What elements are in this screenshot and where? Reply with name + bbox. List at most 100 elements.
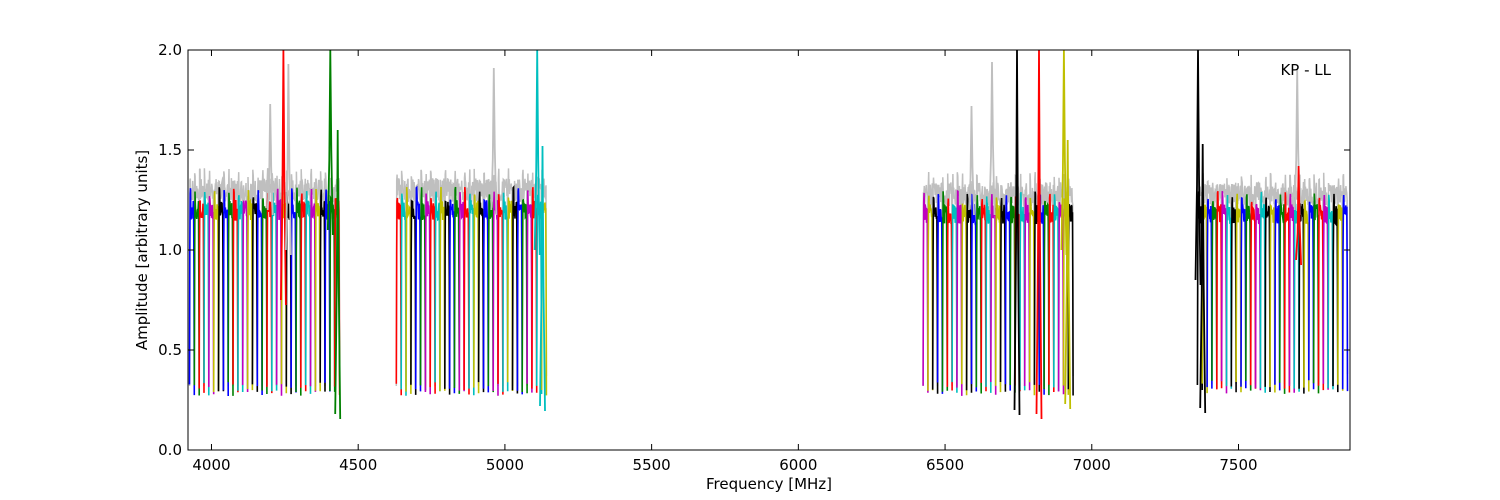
x-tick-label: 4000 [192,456,230,474]
channel-trace [1245,194,1252,391]
channel-trace [251,197,259,392]
channel-trace [1278,194,1286,394]
spike-trace [968,105,975,216]
y-tick-label: 2.0 [158,41,182,59]
channel-trace [506,197,514,392]
channel-trace [956,189,963,396]
channel-trace [472,194,480,394]
channel-trace [217,187,225,392]
series-layer [188,49,1349,420]
x-tick-label: 5000 [486,456,524,474]
channel-trace [256,190,263,396]
channel-trace [295,187,302,396]
channel-trace [424,193,432,395]
ticks-layer: 4000 4500 5000 5500 6000 6500 7000 7500 0.0 0.5 1.… [158,41,1350,474]
channel-trace [1269,203,1276,393]
channel-trace [511,185,519,394]
channel-trace [936,194,944,394]
channel-trace [1004,195,1012,391]
channel-trace [1009,196,1016,393]
channel-trace [975,195,983,394]
channel-trace [482,198,490,393]
y-axis-title: Amplitude [arbitrary units] [133,150,151,350]
channel-trace [521,198,528,394]
channel-trace [951,204,958,393]
channel-trace [1235,193,1242,393]
spike-trace [988,61,996,216]
channel-trace [439,186,446,392]
channel-trace [1308,201,1315,390]
channel-trace [395,197,403,396]
channel-trace [1230,197,1237,393]
y-tick-label: 1.0 [158,241,182,259]
channel-trace [487,194,495,393]
channel-trace [241,200,249,393]
channel-trace [246,189,254,391]
channel-trace [497,194,504,395]
x-tick-label: 7500 [1219,456,1257,474]
channel-trace [448,199,456,394]
channel-trace [1028,197,1036,396]
spike-trace [539,145,546,412]
channel-trace [193,191,200,396]
channel-trace [526,190,533,393]
channel-trace [314,189,322,392]
channel-trace [1317,197,1325,391]
spike-trace [334,129,342,420]
channel-trace [198,200,205,393]
x-tick-label: 5500 [633,456,671,474]
channel-trace [203,191,210,396]
channel-trace [1067,204,1074,396]
channel-trace [453,186,461,394]
channel-trace [1240,196,1247,389]
channel-trace [1264,197,1271,393]
x-tick-label: 4500 [339,456,377,474]
channel-trace [434,191,441,392]
channel-trace [458,192,465,392]
channel-trace [400,193,407,396]
channel-trace [1206,198,1213,389]
channel-trace [960,203,968,396]
channel-trace [429,198,436,394]
reference-trace [922,171,1074,387]
channel-trace [405,187,412,394]
channel-trace [232,188,239,393]
channel-trace [309,188,317,392]
channel-trace [980,198,987,392]
y-tick-label: 1.5 [158,141,182,159]
channel-trace [927,195,934,391]
channel-trace [1249,201,1257,389]
channel-trace [965,193,973,393]
channel-trace [1211,201,1218,389]
channel-trace [1312,193,1320,394]
channel-trace [1283,192,1291,393]
spike-trace [1064,139,1072,410]
channel-trace [1053,194,1060,392]
y-tick-label: 0.0 [158,441,182,459]
channel-trace [419,187,427,391]
channel-trace [1288,193,1295,393]
channel-trace [222,190,229,397]
x-tick-label: 6000 [779,456,817,474]
channel-trace [1259,191,1266,393]
spike-trace [266,103,274,216]
channel-trace [1048,193,1055,393]
plot-area [188,50,1350,450]
channel-trace [1341,194,1349,392]
channel-trace [443,200,451,395]
channel-trace [188,188,196,396]
channel-trace [299,193,307,392]
channel-trace [290,188,297,393]
channel-trace [1327,194,1334,390]
channel-trace [1220,191,1228,394]
channel-trace [1216,191,1223,390]
channel-trace [227,192,234,396]
channel-trace [1303,198,1310,392]
channel-trace [1023,197,1031,391]
channel-trace [463,187,470,395]
channel-trace [275,188,283,396]
channel-trace [212,191,220,393]
channel-trace [477,191,485,393]
channel-trace [1274,199,1281,391]
